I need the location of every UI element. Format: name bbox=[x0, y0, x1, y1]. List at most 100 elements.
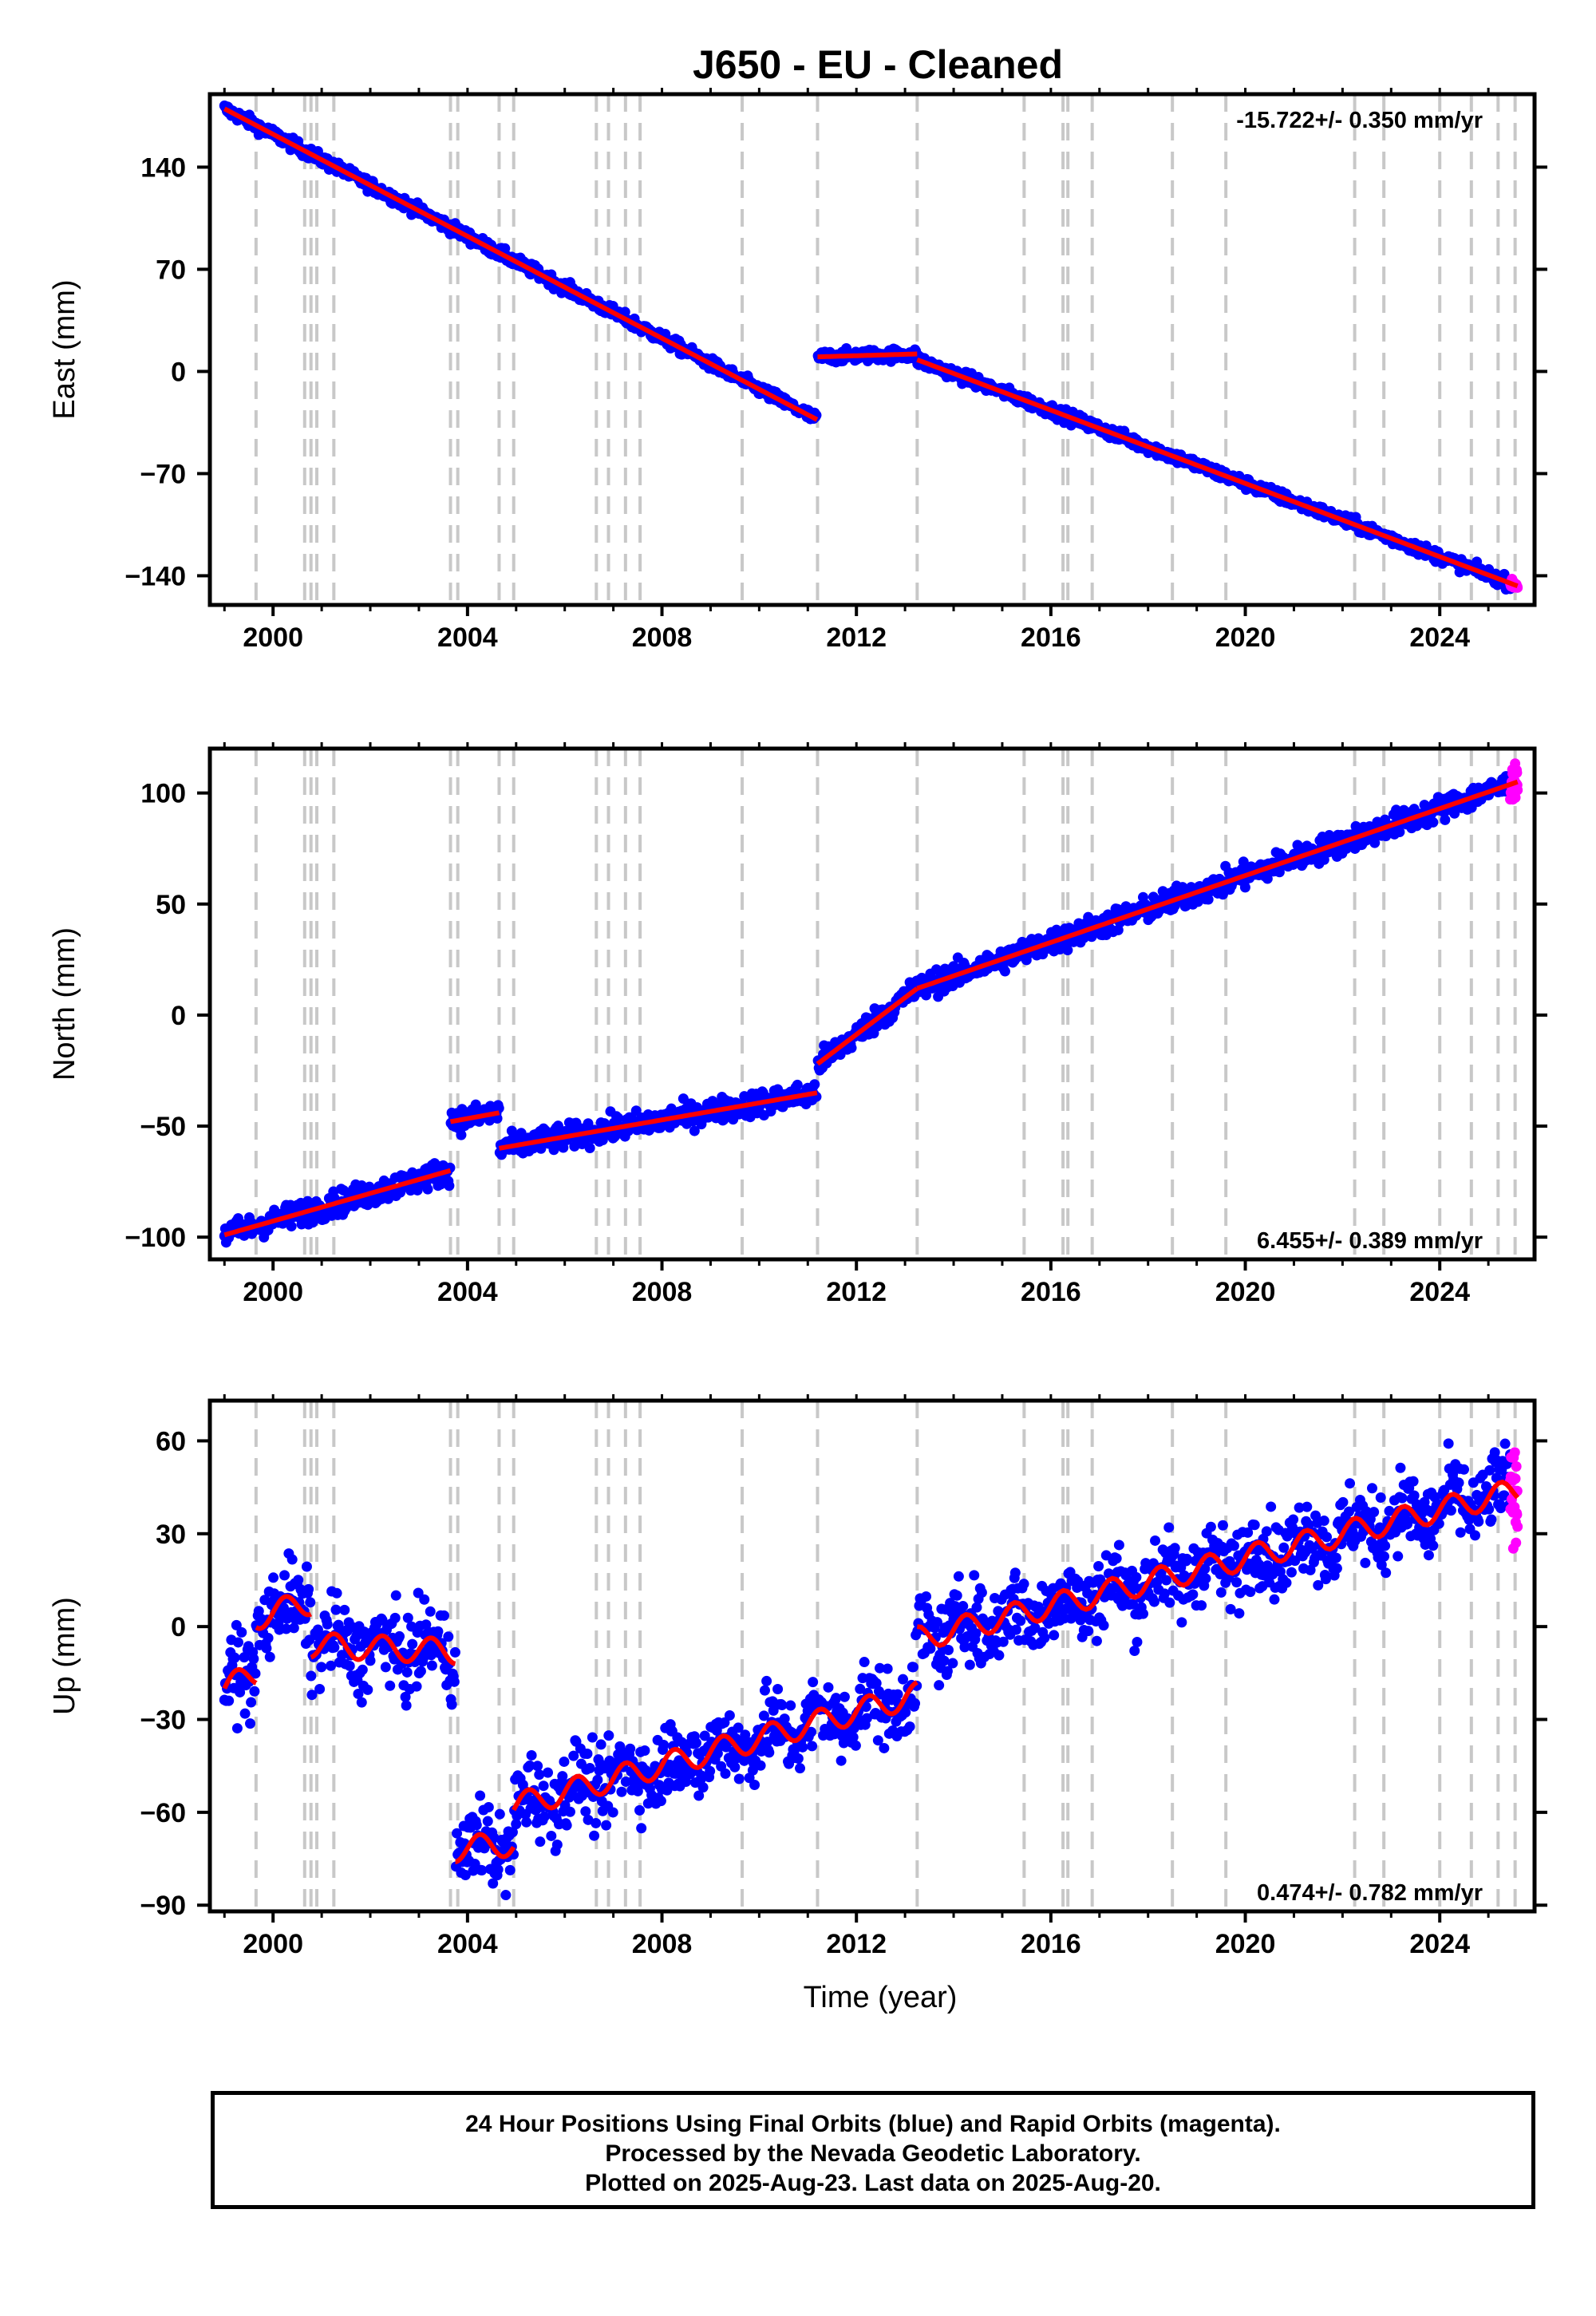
data-point bbox=[1511, 1537, 1522, 1548]
model-line bbox=[816, 986, 919, 1066]
x-tick-label: 2000 bbox=[243, 1929, 303, 1959]
data-point bbox=[1313, 1579, 1324, 1591]
x-tick-label: 2004 bbox=[437, 1929, 498, 1959]
model-line bbox=[916, 357, 1519, 589]
data-point bbox=[1049, 1630, 1060, 1641]
data-point bbox=[1455, 1527, 1466, 1538]
data-point bbox=[475, 1790, 486, 1801]
data-point bbox=[1131, 1571, 1142, 1583]
data-point bbox=[413, 1587, 424, 1599]
data-point bbox=[471, 1820, 482, 1831]
data-point bbox=[925, 1643, 936, 1654]
data-point bbox=[1150, 1535, 1161, 1546]
data-point bbox=[1159, 1588, 1170, 1599]
data-point bbox=[1200, 1573, 1211, 1584]
data-point bbox=[1091, 1635, 1102, 1646]
data-point bbox=[634, 1804, 646, 1816]
data-point bbox=[1318, 1516, 1329, 1527]
data-point bbox=[306, 1690, 318, 1701]
data-point bbox=[564, 1806, 575, 1817]
data-point bbox=[807, 1741, 818, 1752]
data-point bbox=[892, 1689, 903, 1700]
data-point bbox=[306, 1670, 317, 1682]
data-point bbox=[365, 1655, 376, 1666]
data-point bbox=[1511, 1460, 1522, 1472]
data-point bbox=[1278, 1542, 1290, 1553]
data-point bbox=[942, 1666, 953, 1677]
data-point bbox=[231, 1619, 242, 1630]
data-points bbox=[219, 100, 1523, 595]
data-points bbox=[219, 758, 1523, 1248]
data-point bbox=[511, 1819, 522, 1830]
data-point bbox=[539, 1811, 550, 1822]
x-axis: 2000 2004 2008 2012 2016 2020 2024 bbox=[223, 1394, 1490, 1959]
data-point bbox=[1245, 1587, 1256, 1598]
x-tick-label: 2020 bbox=[1215, 1929, 1276, 1959]
x-tick-label: 2020 bbox=[1215, 622, 1276, 653]
data-point bbox=[1384, 1505, 1395, 1516]
data-point bbox=[1249, 1520, 1260, 1531]
data-point bbox=[976, 1587, 987, 1598]
model-lines bbox=[222, 1479, 1520, 1864]
data-point bbox=[1176, 1617, 1187, 1628]
data-point bbox=[1512, 1521, 1523, 1532]
data-point bbox=[482, 1816, 493, 1827]
data-point bbox=[601, 1820, 612, 1831]
data-point bbox=[729, 1761, 741, 1773]
data-point bbox=[1402, 1519, 1413, 1530]
y-tick-label: −50 bbox=[140, 1112, 186, 1142]
data-point bbox=[1093, 1560, 1104, 1571]
data-point bbox=[1408, 1490, 1420, 1501]
data-point bbox=[401, 1700, 412, 1711]
data-point bbox=[1330, 1552, 1341, 1563]
axes-frame bbox=[207, 746, 1537, 1262]
data-point bbox=[521, 1816, 532, 1828]
data-point bbox=[235, 1686, 246, 1697]
data-point bbox=[689, 1125, 700, 1136]
data-point bbox=[772, 1684, 784, 1694]
data-point bbox=[693, 1790, 705, 1801]
data-point bbox=[900, 1707, 911, 1718]
data-point bbox=[934, 1680, 945, 1691]
data-point bbox=[1343, 1506, 1354, 1517]
data-point bbox=[419, 1594, 430, 1605]
data-point bbox=[1445, 1505, 1456, 1516]
x-tick-label: 2012 bbox=[826, 622, 887, 653]
x-tick-label: 2024 bbox=[1409, 622, 1470, 653]
data-point bbox=[904, 1721, 915, 1732]
figure-title: J650 - EU - Cleaned bbox=[693, 42, 1063, 87]
data-point bbox=[1129, 1645, 1140, 1656]
data-point bbox=[362, 1684, 373, 1695]
data-point bbox=[390, 1590, 401, 1601]
data-point bbox=[1499, 568, 1510, 579]
y-tick-label: −90 bbox=[140, 1891, 186, 1921]
axes-frame bbox=[207, 1398, 1537, 1914]
data-point bbox=[1345, 1478, 1356, 1489]
data-point bbox=[543, 1767, 554, 1778]
data-point bbox=[353, 1688, 364, 1699]
data-point bbox=[871, 1678, 882, 1689]
data-point bbox=[681, 1777, 692, 1788]
data-point bbox=[951, 1590, 962, 1601]
data-point bbox=[1369, 837, 1381, 848]
data-point bbox=[239, 1708, 251, 1719]
data-point bbox=[452, 1828, 463, 1839]
data-point bbox=[493, 1103, 504, 1114]
data-point bbox=[620, 1776, 631, 1787]
x-tick-label: 2008 bbox=[632, 622, 693, 653]
data-point bbox=[344, 1660, 355, 1671]
data-point bbox=[286, 1221, 297, 1232]
x-axis-label: Time (year) bbox=[804, 1981, 958, 2014]
y-axis-label: North (mm) bbox=[48, 927, 81, 1081]
data-point bbox=[551, 1839, 563, 1850]
data-point bbox=[339, 1604, 350, 1615]
data-point bbox=[1113, 1539, 1124, 1551]
data-point bbox=[261, 1642, 272, 1654]
data-point bbox=[872, 1735, 883, 1746]
data-point bbox=[1163, 1522, 1175, 1533]
data-point bbox=[964, 1659, 975, 1670]
data-point bbox=[1015, 1615, 1026, 1626]
data-point bbox=[411, 1681, 422, 1692]
data-point bbox=[1375, 1492, 1386, 1504]
data-point bbox=[809, 1079, 820, 1090]
